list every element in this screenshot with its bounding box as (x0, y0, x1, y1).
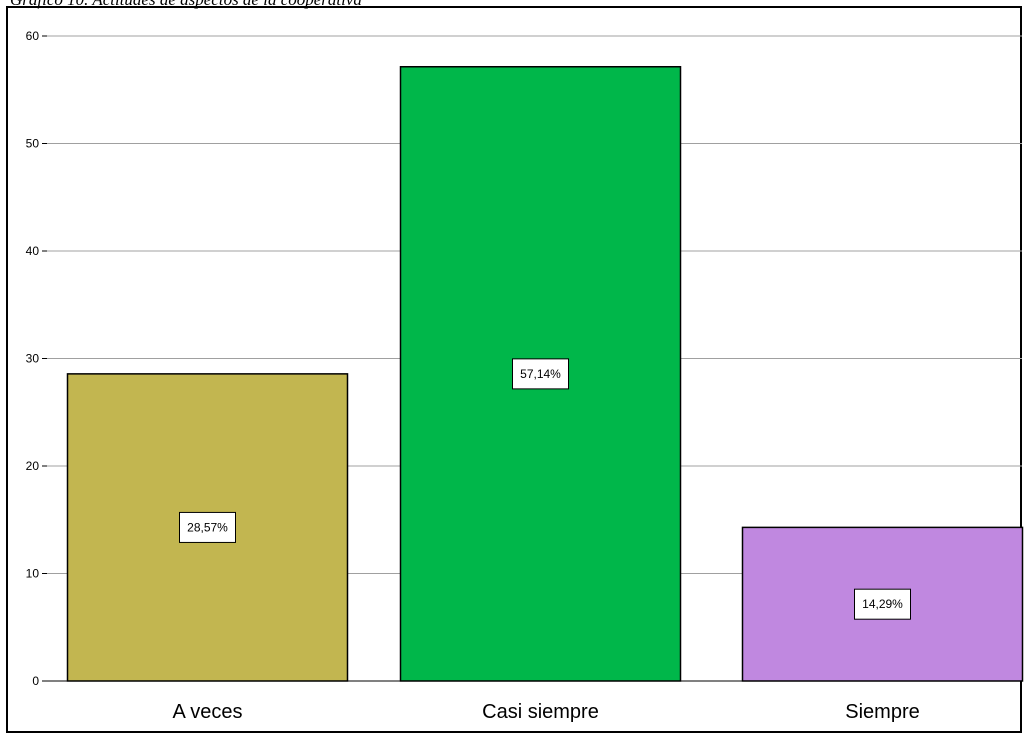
data-label: 57,14% (520, 367, 561, 381)
data-labels: 28,57% 57,14% 14,29% (179, 358, 911, 620)
data-label-box (512, 358, 569, 390)
data-label-box (854, 588, 911, 620)
y-tick-label: 50 (26, 137, 40, 151)
y-tick-label: 0 (32, 674, 39, 688)
data-label: 28,57% (187, 520, 228, 534)
y-tick-label: 60 (26, 29, 40, 43)
x-axis-labels: A veces Casi siempre Siempre (172, 701, 919, 723)
y-tick-label: 10 (26, 567, 40, 581)
data-label: 14,29% (862, 597, 903, 611)
y-tick-label: 40 (26, 244, 40, 258)
y-axis-ticks: 0 10 20 30 40 50 60 (26, 29, 47, 688)
y-tick-label: 20 (26, 459, 40, 473)
chart-caption: Gráfico 10. Actitudes de aspectos de la … (10, 0, 1010, 10)
data-label-box (179, 511, 236, 543)
x-category-label: Siempre (845, 701, 919, 723)
y-tick-label: 30 (26, 352, 40, 366)
x-category-label: Casi siempre (482, 701, 599, 723)
x-category-label: A veces (172, 701, 242, 723)
chart-frame (6, 6, 1022, 733)
bars (66, 65, 1024, 682)
